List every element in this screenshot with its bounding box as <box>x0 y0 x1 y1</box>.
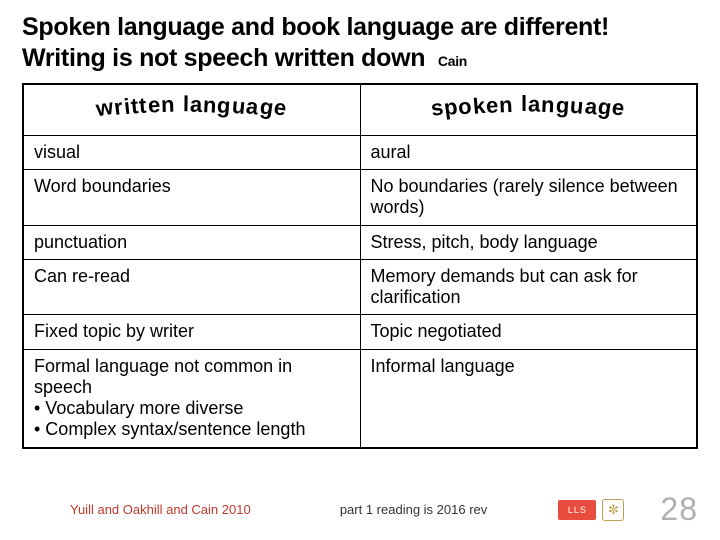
header-right-text: spoken language <box>431 95 626 121</box>
table-row: Fixed topic by writerTopic negotiated <box>23 315 697 349</box>
cell-written: Formal language not common in speech • V… <box>23 349 360 447</box>
table-row: Word boundariesNo boundaries (rarely sil… <box>23 170 697 225</box>
table-row: Formal language not common in speech • V… <box>23 349 697 447</box>
cell-written: Fixed topic by writer <box>23 315 360 349</box>
cell-spoken: aural <box>360 135 697 169</box>
header-left-text: written language <box>96 95 287 121</box>
title-attribution: Cain <box>438 53 467 69</box>
cell-spoken: Informal language <box>360 349 697 447</box>
badge-icon <box>602 499 624 521</box>
cell-spoken: Stress, pitch, body language <box>360 225 697 259</box>
cell-written: visual <box>23 135 360 169</box>
title-line-2: Writing is not speech written down <box>22 44 425 72</box>
table-row: punctuationStress, pitch, body language <box>23 225 697 259</box>
lls-logo-icon <box>558 500 596 520</box>
table-row: visualaural <box>23 135 697 169</box>
cell-spoken: No boundaries (rarely silence between wo… <box>360 170 697 225</box>
comparison-table: written language spoken language visuala… <box>22 83 698 449</box>
footer-right: 28 <box>558 491 698 528</box>
title-line-1: Spoken language and book language are di… <box>22 13 609 41</box>
footer-citation: Yuill and Oakhill and Cain 2010 <box>70 502 251 517</box>
footer: Yuill and Oakhill and Cain 2010 part 1 r… <box>0 491 720 528</box>
cell-written: Can re-read <box>23 259 360 314</box>
footer-revision: part 1 reading is 2016 rev <box>340 502 487 517</box>
table-row: Can re-readMemory demands but can ask fo… <box>23 259 697 314</box>
logo-strip <box>558 499 624 521</box>
cell-written: Word boundaries <box>23 170 360 225</box>
cell-spoken: Topic negotiated <box>360 315 697 349</box>
cell-written: punctuation <box>23 225 360 259</box>
table-header-right: spoken language <box>360 84 697 135</box>
slide-title: Spoken language and book language are di… <box>22 12 698 73</box>
table-header-left: written language <box>23 84 360 135</box>
slide: Spoken language and book language are di… <box>0 0 720 540</box>
cell-spoken: Memory demands but can ask for clarifica… <box>360 259 697 314</box>
page-number: 28 <box>660 491 698 528</box>
